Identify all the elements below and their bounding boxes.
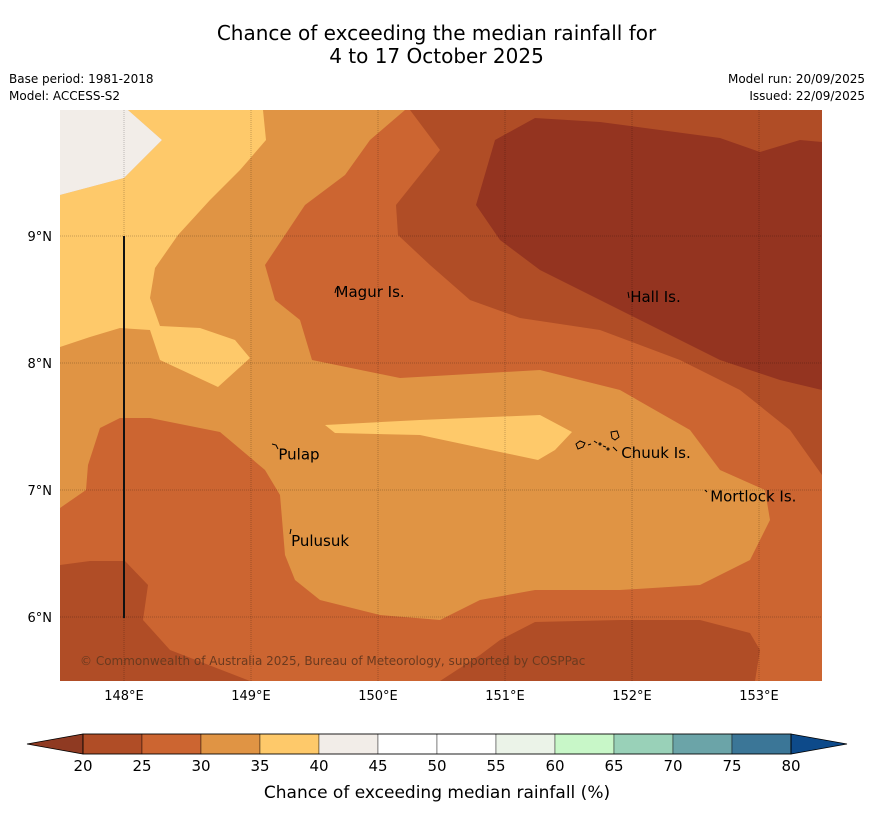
colorbar-swatch-1 [141, 733, 202, 755]
map-area [60, 110, 822, 681]
colorbar-swatch-3 [259, 733, 320, 755]
place-labels: Magur Is. Hall Is. Pulap Chuuk Is. Mortlock … [278, 283, 796, 550]
colorbar-swatch-8 [554, 733, 615, 755]
colorbar-frame [82, 733, 792, 755]
map-title: Chance of exceeding the median rainfall … [0, 22, 873, 68]
colorbar-tick-0: 20 [73, 757, 92, 775]
colorbar-tick-10: 70 [663, 757, 682, 775]
place-label-3: Chuuk Is. [621, 444, 690, 462]
colorbar-tick-4: 40 [309, 757, 328, 775]
model-run: Model run: 20/09/2025 [727, 72, 865, 86]
lat-label-3: 6°N [28, 611, 53, 626]
pulusuk-island-outline [289, 528, 292, 535]
lat-label-1: 8°N [28, 357, 53, 372]
zone-20-25-southwest [60, 561, 250, 681]
colorbar-tick-8: 60 [545, 757, 564, 775]
model-name: Model: ACCESS-S2 [9, 89, 121, 103]
copyright-text: © Commonwealth of Australia 2025, Bureau… [80, 654, 585, 668]
lat-label-0: 9°N [28, 230, 53, 245]
zone-30-35 [60, 110, 770, 620]
colorbar-tick-7: 55 [486, 757, 505, 775]
chuuk-island-outlines [575, 430, 620, 452]
colorbar-swatch-9 [613, 733, 674, 755]
place-label-0: Magur Is. [336, 283, 405, 301]
lat-label-2: 7°N [28, 484, 53, 499]
place-label-5: Pulusuk [291, 532, 349, 550]
colorbar-tick-6: 50 [427, 757, 446, 775]
colorbar-swatch-6 [436, 733, 497, 755]
colorbar-swatch-5 [377, 733, 438, 755]
lon-label-0: 148°E [104, 689, 144, 704]
lon-label-2: 150°E [358, 689, 398, 704]
colorbar-over-arrow [790, 733, 848, 755]
meta-right: Model run: 20/09/2025 Issued: 22/09/2025 [728, 71, 865, 105]
pulap-island-outline [271, 443, 279, 450]
colorbar-tick-12: 80 [781, 757, 800, 775]
colorbar-tick-2: 30 [191, 757, 210, 775]
gridlines [60, 110, 822, 681]
zone-35-40-central [325, 415, 572, 460]
colorbar-tick-9: 65 [604, 757, 623, 775]
colorbar-tick-3: 35 [250, 757, 269, 775]
hall-island-outline [627, 291, 630, 299]
zone-20-25-south [440, 620, 760, 681]
lon-label-5: 153°E [739, 689, 779, 704]
lon-label-3: 151°E [485, 689, 525, 704]
colorbar: 20 25 30 35 40 45 50 55 60 65 70 75 80 Chance of exc… [26, 733, 848, 803]
zone-35-40-north [60, 110, 266, 387]
colorbar-under-arrow [26, 733, 84, 755]
meta-left: Base period: 1981-2018 Model: ACCESS-S2 [9, 71, 154, 105]
colorbar-tick-1: 25 [132, 757, 151, 775]
colorbar-swatch-7 [495, 733, 556, 755]
magur-island-outline [334, 285, 339, 294]
issued-date: Issued: 22/09/2025 [749, 89, 865, 103]
longitude-labels: 148°E 149°E 150°E 151°E 152°E 153°E [104, 689, 779, 704]
colorbar-tick-5: 45 [368, 757, 387, 775]
colorbar-swatches [82, 733, 792, 755]
colorbar-swatch-0 [82, 733, 143, 755]
lon-label-1: 149°E [231, 689, 271, 704]
latitude-labels: 9°N 8°N 7°N 6°N [28, 230, 53, 626]
colorbar-swatch-4 [318, 733, 379, 755]
base-period: Base period: 1981-2018 [9, 72, 154, 86]
title-line-1: Chance of exceeding the median rainfall … [216, 21, 657, 45]
colorbar-tick-labels: 20 25 30 35 40 45 50 55 60 65 70 75 80 [73, 757, 800, 775]
title-line-2: 4 to 17 October 2025 [329, 44, 544, 68]
colorbar-swatch-10 [672, 733, 733, 755]
mortlock-island-outline [704, 489, 708, 493]
colorbar-swatch-11 [731, 733, 792, 755]
colorbar-label: Chance of exceeding median rainfall (%) [264, 783, 610, 803]
place-label-2: Pulap [278, 445, 319, 463]
colorbar-swatch-2 [200, 733, 261, 755]
place-label-1: Hall Is. [630, 288, 681, 306]
lon-label-4: 152°E [612, 689, 652, 704]
place-label-4: Mortlock Is. [710, 487, 796, 505]
colorbar-tick-11: 75 [722, 757, 741, 775]
zone-below-20-northeast [476, 118, 822, 390]
island-outlines [271, 285, 708, 535]
zone-40-45-northwest [60, 110, 162, 195]
